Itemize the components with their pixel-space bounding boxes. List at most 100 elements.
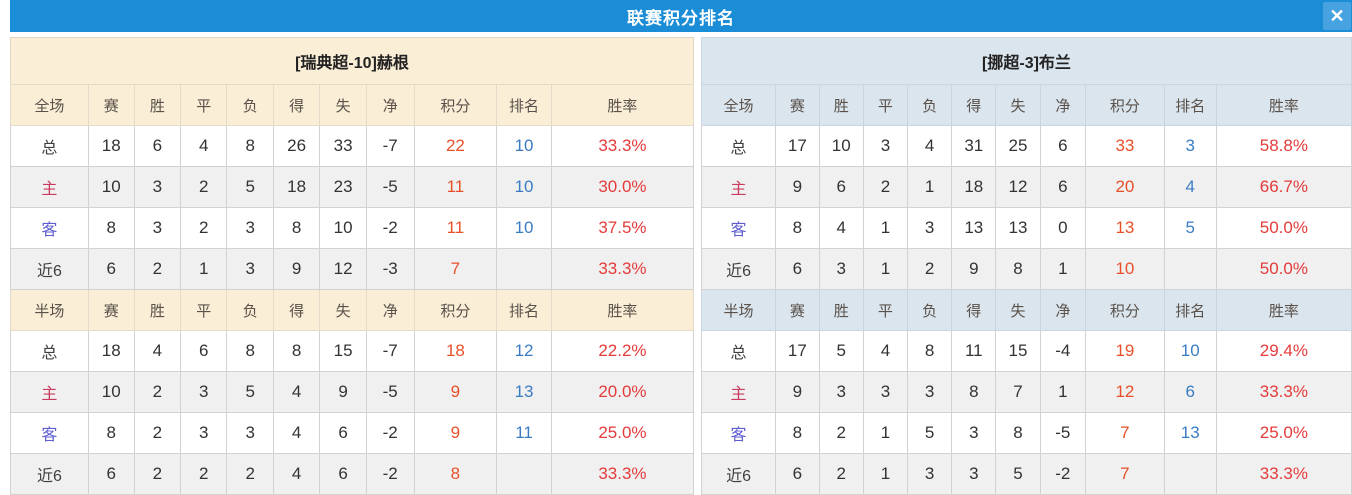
stat-cell: 4 — [133, 330, 182, 372]
rank-cell: 4 — [1163, 166, 1217, 208]
stat-cell: 3 — [226, 207, 274, 249]
win-rate-cell: 33.3% — [550, 248, 695, 290]
stat-cell: 2 — [133, 248, 182, 290]
stat-cell: -7 — [365, 330, 415, 372]
stat-cell: 17 — [775, 330, 820, 372]
column-header: 胜 — [818, 289, 864, 331]
stat-cell: 2 — [907, 248, 953, 290]
league-points-dialog: 联赛积分排名 ✕ [瑞典超-10]赫根 全场赛胜平负得失净积分 排名 胜率总 18 6 4 8… — [10, 0, 1352, 495]
stat-cell: 1 — [862, 412, 909, 454]
stat-cell: 2 — [818, 453, 864, 495]
stat-cell: 8 — [775, 412, 820, 454]
row-label: 客 — [700, 412, 777, 454]
row-label: 客 — [10, 207, 89, 249]
points-cell: 7 — [1085, 412, 1165, 454]
points-cell: 11 — [413, 166, 498, 208]
stat-cell: 3 — [907, 453, 953, 495]
stat-cell: 8 — [87, 207, 135, 249]
team-panel-left: [瑞典超-10]赫根 全场赛胜平负得失净积分 排名 胜率总 18 6 4 8 26 33 -7 22 1… — [10, 37, 695, 495]
stat-cell: 23 — [319, 166, 367, 208]
stat-cell: 1 — [1039, 248, 1087, 290]
row-label: 主 — [10, 371, 89, 413]
stat-cell: 15 — [319, 330, 367, 372]
stat-cell: 18 — [951, 166, 997, 208]
stat-cell: 1 — [907, 166, 953, 208]
rank-cell: 10 — [496, 207, 552, 249]
column-header: 失 — [995, 289, 1041, 331]
rank-cell: 12 — [496, 330, 552, 372]
rank-cell: 3 — [1163, 125, 1217, 167]
stat-cell: 6 — [775, 453, 820, 495]
column-header: 失 — [995, 84, 1041, 126]
stat-cell: 13 — [951, 207, 997, 249]
stat-cell: 3 — [907, 371, 953, 413]
win-rate-cell: 33.3% — [550, 125, 695, 167]
stat-cell: 26 — [272, 125, 321, 167]
win-rate-cell: 30.0% — [550, 166, 695, 208]
stat-cell: 3 — [862, 125, 909, 167]
stats-row-last6: 近6 6 2 1 3 9 12 -3 7 33.3% — [10, 248, 695, 290]
stat-cell: 4 — [272, 412, 321, 454]
column-header: 胜 — [133, 289, 182, 331]
stat-cell: 4 — [862, 330, 909, 372]
stat-cell: 3 — [180, 412, 228, 454]
points-cell: 10 — [1085, 248, 1165, 290]
close-icon: ✕ — [1329, 6, 1345, 26]
points-cell: 11 — [413, 207, 498, 249]
stat-cell: 6 — [87, 453, 135, 495]
row-label: 近6 — [700, 248, 777, 290]
row-label: 主 — [700, 166, 777, 208]
stat-cell: 6 — [818, 166, 864, 208]
rank-cell: 6 — [1163, 371, 1217, 413]
stat-cell: 10 — [818, 125, 864, 167]
stat-cell: 18 — [87, 330, 135, 372]
column-header: 排名 — [496, 289, 552, 331]
team-panel-right: [挪超-3]布兰 全场赛胜平负得失净积分 排名 胜率总 17 10 3 4 31 25 6 33 3 58… — [700, 37, 1352, 495]
stat-cell: 9 — [775, 166, 820, 208]
column-header: 半场 — [10, 289, 89, 331]
stat-cell: 2 — [180, 453, 228, 495]
stat-cell: 9 — [951, 248, 997, 290]
stats-row-total: 总 18 4 6 8 8 15 -7 18 12 22.2% — [10, 330, 695, 372]
column-header: 胜率 — [1215, 84, 1352, 126]
stat-cell: -3 — [365, 248, 415, 290]
points-cell: 19 — [1085, 330, 1165, 372]
stats-row-home: 主 9 3 3 3 8 7 1 12 6 33.3% — [700, 371, 1352, 413]
row-label: 总 — [700, 330, 777, 372]
points-cell: 12 — [1085, 371, 1165, 413]
stat-cell: -2 — [365, 453, 415, 495]
team-title: [瑞典超-10]赫根 — [10, 37, 694, 84]
stats-row-total: 总 18 6 4 8 26 33 -7 22 10 33.3% — [10, 125, 695, 167]
stat-cell: 10 — [87, 371, 135, 413]
stats-row-home: 主 10 3 2 5 18 23 -5 11 10 30.0% — [10, 166, 695, 208]
column-header: 得 — [272, 84, 321, 126]
win-rate-cell: 50.0% — [1215, 207, 1352, 249]
column-header: 全场 — [700, 84, 777, 126]
stat-cell: 2 — [133, 371, 182, 413]
column-header: 净 — [1039, 84, 1087, 126]
column-header: 赛 — [775, 84, 820, 126]
points-cell: 7 — [1085, 453, 1165, 495]
column-header: 得 — [272, 289, 321, 331]
stats-row-home: 主 9 6 2 1 18 12 6 20 4 66.7% — [700, 166, 1352, 208]
dialog-titlebar: 联赛积分排名 ✕ — [10, 0, 1352, 32]
column-header: 胜率 — [550, 84, 695, 126]
rank-cell: 10 — [496, 166, 552, 208]
stat-cell: 1 — [862, 207, 909, 249]
stat-cell: -5 — [365, 166, 415, 208]
stat-cell: 8 — [87, 412, 135, 454]
stat-cell: 8 — [226, 125, 274, 167]
stats-row-total: 总 17 5 4 8 11 15 -4 19 10 29.4% — [700, 330, 1352, 372]
stat-cell: 2 — [133, 453, 182, 495]
stat-cell: 18 — [272, 166, 321, 208]
points-cell: 18 — [413, 330, 498, 372]
stat-cell: 6 — [1039, 166, 1087, 208]
column-header: 胜率 — [1215, 289, 1352, 331]
column-header: 负 — [907, 289, 953, 331]
rank-cell — [1163, 453, 1217, 495]
rank-cell — [496, 248, 552, 290]
stat-cell: 6 — [319, 412, 367, 454]
stat-cell: -4 — [1039, 330, 1087, 372]
stat-cell: 8 — [272, 207, 321, 249]
close-button[interactable]: ✕ — [1323, 2, 1351, 30]
